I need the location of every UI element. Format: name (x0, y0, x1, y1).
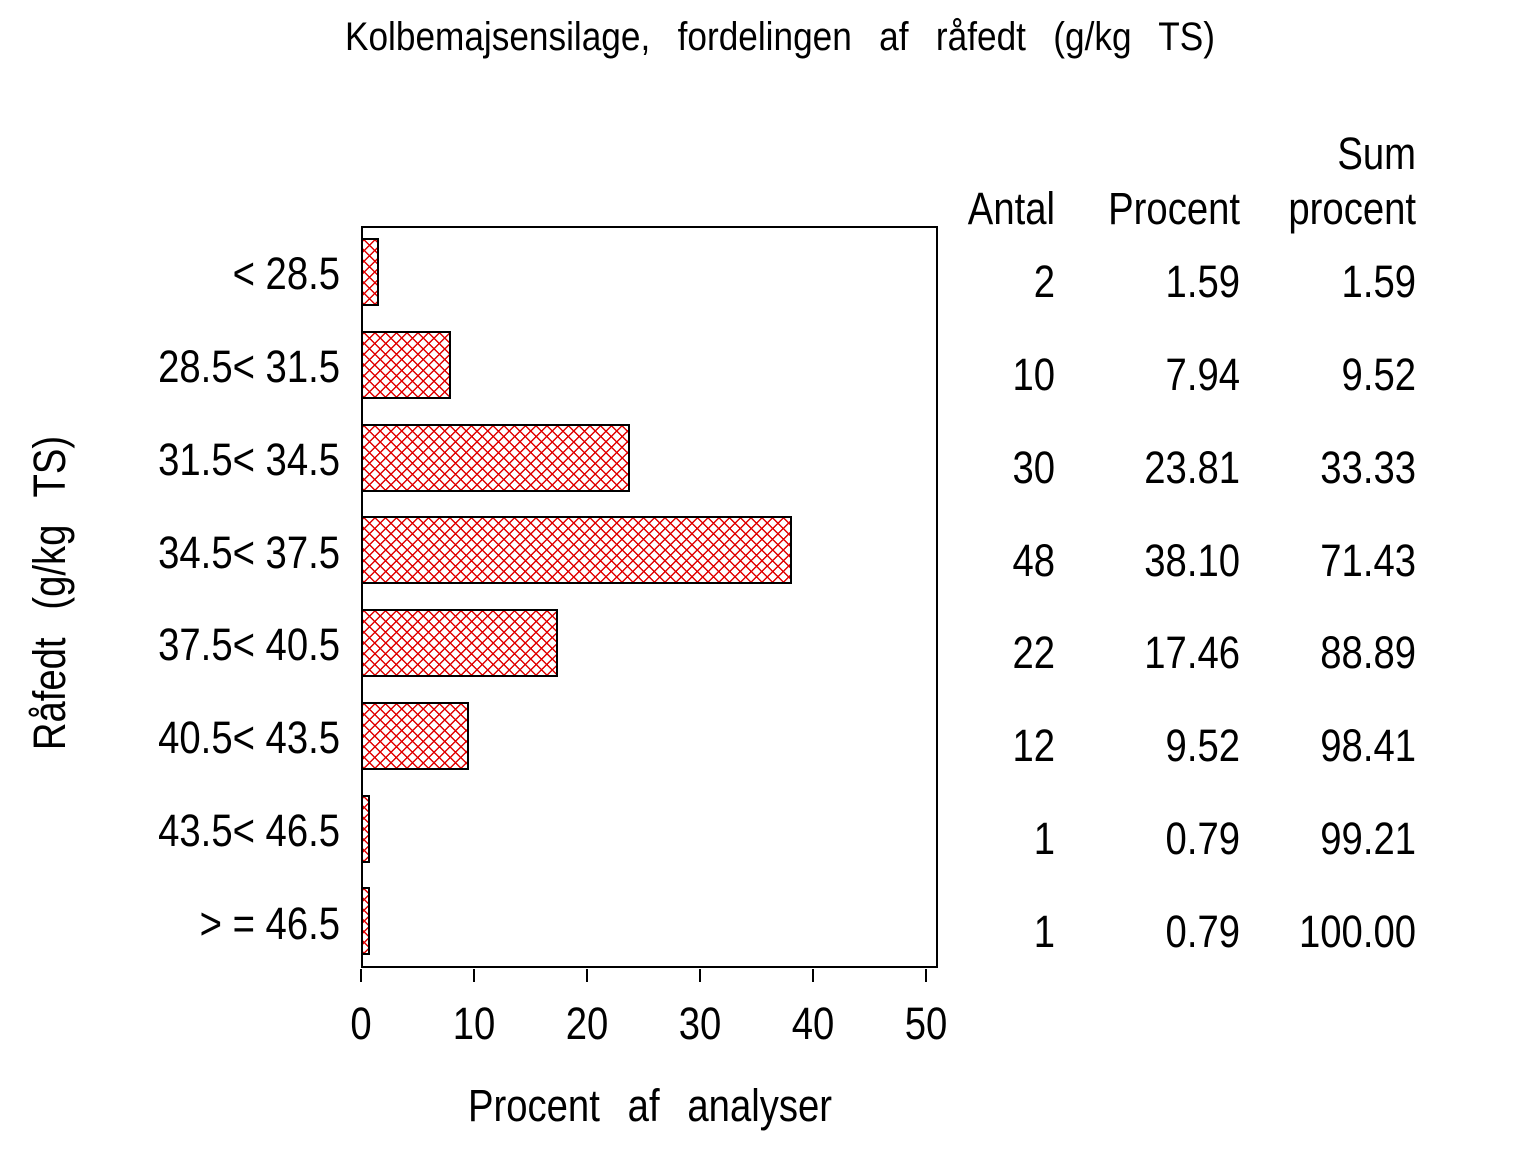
bar (361, 330, 451, 399)
table-cell-sum-procent: 88.89 (1320, 627, 1416, 678)
bar (361, 609, 558, 677)
table-cell-procent: 23.81 (1144, 442, 1240, 493)
chart-title: Kolbemajsensilage, fordelingen af råfedt… (344, 15, 1216, 59)
x-axis-tick-label: 50 (904, 998, 948, 1049)
x-axis-tick-label: 20 (565, 998, 609, 1049)
category-label: 43.5< 46.5 (158, 805, 340, 856)
table-cell-antal: 22 (1012, 627, 1055, 678)
table-cell-antal: 2 (1033, 256, 1055, 307)
category-label: 37.5< 40.5 (158, 619, 340, 670)
table-cell-sum-procent: 1.59 (1341, 256, 1416, 307)
table-cell-procent: 7.94 (1165, 349, 1240, 400)
bar (361, 887, 370, 956)
table-cell-procent: 1.59 (1165, 256, 1240, 307)
table-cell-sum-procent: 99.21 (1320, 813, 1416, 864)
table-header-sum-line1: Sum (1337, 128, 1416, 179)
bar (361, 423, 630, 492)
x-axis-tick (586, 969, 588, 982)
bar (361, 516, 792, 585)
table-cell-sum-procent: 33.33 (1320, 442, 1416, 493)
x-axis-tick (473, 969, 475, 982)
bar (361, 794, 370, 863)
table-cell-antal: 12 (1012, 720, 1055, 771)
table-cell-procent: 0.79 (1165, 813, 1240, 864)
table-cell-antal: 10 (1012, 349, 1055, 400)
category-label: < 28.5 (232, 248, 340, 299)
table-cell-procent: 17.46 (1144, 627, 1240, 678)
table-cell-antal: 1 (1033, 906, 1055, 957)
table-cell-procent: 0.79 (1165, 906, 1240, 957)
table-header-procent: Procent (1108, 183, 1240, 234)
table-cell-sum-procent: 9.52 (1341, 349, 1416, 400)
category-label: 34.5< 37.5 (158, 527, 340, 578)
table-header-antal: Antal (967, 183, 1055, 234)
bar (361, 701, 469, 770)
category-label: 28.5< 31.5 (158, 341, 340, 392)
category-label: 31.5< 34.5 (158, 434, 340, 485)
x-axis-tick-label: 10 (452, 998, 496, 1049)
x-axis-tick-label: 30 (678, 998, 722, 1049)
table-cell-sum-procent: 98.41 (1320, 720, 1416, 771)
table-header-sum-line2: procent (1288, 183, 1416, 234)
x-axis-tick-label: 0 (350, 998, 372, 1049)
x-axis-title: Procent af analyser (468, 1080, 832, 1131)
plot-area (361, 226, 938, 968)
table-cell-antal: 1 (1033, 813, 1055, 864)
x-axis-tick (812, 969, 814, 982)
table-cell-antal: 48 (1012, 535, 1055, 586)
category-label: > = 46.5 (199, 898, 340, 949)
table-cell-sum-procent: 71.43 (1320, 535, 1416, 586)
x-axis-tick (699, 969, 701, 982)
table-cell-procent: 38.10 (1144, 535, 1240, 586)
x-axis-tick (360, 969, 362, 982)
table-cell-sum-procent: 100.00 (1299, 906, 1416, 957)
x-axis-tick-label: 40 (791, 998, 835, 1049)
table-cell-procent: 9.52 (1165, 720, 1240, 771)
bar (361, 238, 379, 306)
y-axis-title: Råfedt (g/kg TS) (24, 435, 75, 751)
category-label: 40.5< 43.5 (158, 712, 340, 763)
table-cell-antal: 30 (1012, 442, 1055, 493)
x-axis-tick (925, 969, 927, 982)
